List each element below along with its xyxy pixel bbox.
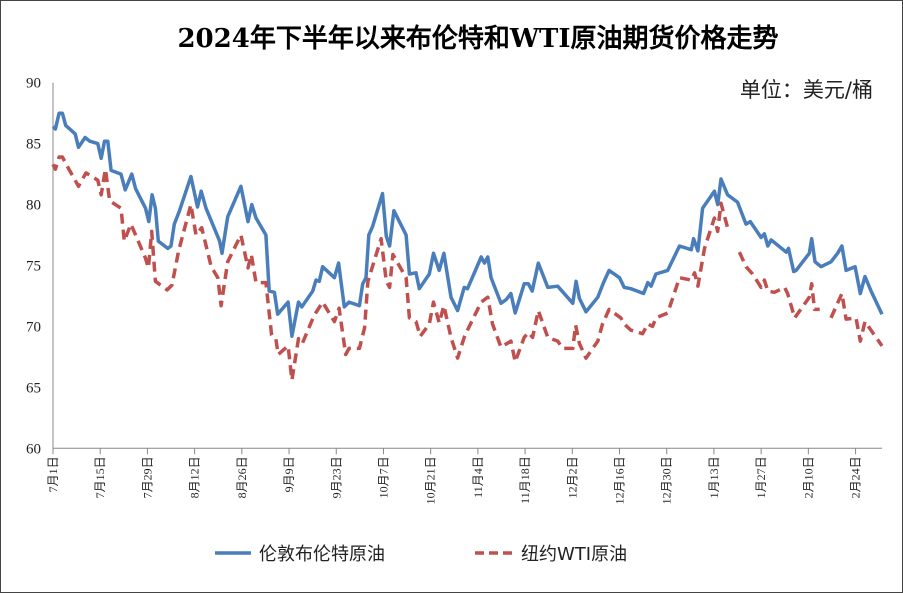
x-tick-label: 2月24日 bbox=[849, 456, 863, 498]
unit-label: 单位：美元/桶 bbox=[740, 78, 873, 102]
x-tick-label: 10月7日 bbox=[376, 456, 390, 498]
x-tick-label: 11月18日 bbox=[518, 456, 532, 504]
x-tick-label: 9月23日 bbox=[329, 456, 343, 498]
axes: 60 65 70 75 80 85 90 7月1日 7月15日 7月29日 8月12日 8月26日 9月… bbox=[26, 76, 882, 504]
x-tick-label: 12月2日 bbox=[565, 456, 579, 498]
x-tick-label: 1月13日 bbox=[707, 456, 721, 498]
y-tick-label: 85 bbox=[26, 137, 41, 153]
x-tick-label: 8月26日 bbox=[235, 456, 249, 498]
series-line-brent bbox=[51, 111, 884, 338]
legend-label-wti: 纽约WTI原油 bbox=[521, 544, 627, 565]
legend-label-brent: 伦敦布伦特原油 bbox=[259, 544, 385, 565]
x-tick-label: 7月15日 bbox=[93, 456, 107, 498]
x-tick-label: 9月9日 bbox=[282, 456, 296, 492]
y-tick-label: 80 bbox=[26, 198, 41, 214]
y-tick-label: 65 bbox=[26, 380, 41, 396]
x-tick-label: 12月30日 bbox=[660, 456, 674, 504]
y-tick-label: 60 bbox=[26, 441, 41, 457]
series-lines bbox=[51, 111, 884, 382]
x-tick-label: 11月4日 bbox=[471, 456, 485, 498]
y-tick-label: 90 bbox=[26, 76, 41, 92]
x-tick-label: 7月1日 bbox=[46, 456, 60, 492]
x-tick-label: 12月16日 bbox=[613, 456, 627, 504]
y-tick-label: 70 bbox=[26, 319, 41, 335]
y-tick-label: 75 bbox=[26, 259, 41, 275]
legend: 伦敦布伦特原油 纽约WTI原油 bbox=[215, 544, 627, 565]
x-tick-label: 7月29日 bbox=[140, 456, 154, 498]
x-tick-label: 10月21日 bbox=[424, 456, 438, 504]
x-tick-label: 1月27日 bbox=[754, 456, 768, 498]
chart-title: 2024年下半年以来布伦特和WTI原油期货价格走势 bbox=[177, 23, 778, 54]
series-line-wti bbox=[51, 155, 884, 382]
x-tick-label: 8月12日 bbox=[188, 456, 202, 498]
x-tick-label: 2月10日 bbox=[801, 456, 815, 498]
